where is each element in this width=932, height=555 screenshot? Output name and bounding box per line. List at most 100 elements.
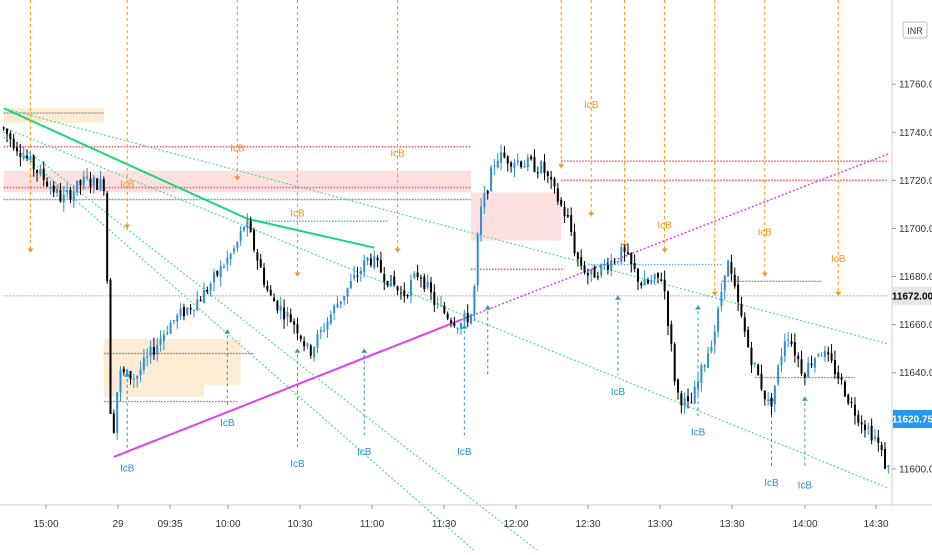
candle-body[interactable]: [419, 277, 422, 279]
candle-body[interactable]: [473, 286, 476, 314]
candle-body[interactable]: [182, 307, 185, 317]
candle-body[interactable]: [753, 362, 756, 364]
candle-body[interactable]: [169, 322, 172, 334]
candle-body[interactable]: [316, 333, 319, 348]
candle-body[interactable]: [239, 230, 242, 241]
candle-body[interactable]: [526, 157, 529, 168]
candle-body[interactable]: [596, 276, 599, 278]
candle-body[interactable]: [857, 414, 860, 423]
icb-bottom-label-4[interactable]: IcB: [457, 447, 472, 458]
candle-body[interactable]: [693, 386, 696, 404]
candle-body[interactable]: [343, 295, 346, 301]
candle-body[interactable]: [226, 257, 229, 265]
candle-body[interactable]: [650, 279, 653, 284]
candle-body[interactable]: [273, 297, 276, 302]
candle-body[interactable]: [62, 194, 65, 203]
candle-body[interactable]: [136, 376, 139, 379]
candle-body[interactable]: [560, 199, 563, 206]
candle-body[interactable]: [363, 260, 366, 273]
candle-body[interactable]: [580, 257, 583, 266]
candle-body[interactable]: [653, 274, 656, 280]
candle-body[interactable]: [626, 252, 629, 255]
candle-body[interactable]: [283, 307, 286, 320]
candle-body[interactable]: [386, 280, 389, 286]
candle-body[interactable]: [673, 344, 676, 382]
candle-body[interactable]: [89, 178, 92, 187]
candle-body[interactable]: [356, 275, 359, 277]
candle-body[interactable]: [416, 272, 419, 278]
candle-body[interactable]: [546, 171, 549, 176]
candle-body[interactable]: [493, 165, 496, 167]
candle-body[interactable]: [202, 290, 205, 304]
candle-body[interactable]: [299, 335, 302, 340]
candle-body[interactable]: [807, 362, 810, 377]
candle-body[interactable]: [26, 155, 29, 159]
icb-bottom-label-0[interactable]: IcB: [120, 464, 135, 475]
candle-body[interactable]: [743, 317, 746, 332]
candle-body[interactable]: [850, 402, 853, 404]
candle-body[interactable]: [833, 360, 836, 375]
candle-body[interactable]: [276, 300, 279, 311]
candle-body[interactable]: [162, 334, 165, 341]
candle-body[interactable]: [466, 312, 469, 323]
candle-body[interactable]: [670, 324, 673, 345]
candle-body[interactable]: [42, 168, 45, 180]
candle-body[interactable]: [810, 363, 813, 366]
candle-body[interactable]: [883, 448, 886, 469]
icb-bottom-label-3[interactable]: IcB: [357, 447, 372, 458]
candle-body[interactable]: [767, 399, 770, 401]
candle-body[interactable]: [52, 185, 55, 193]
candle-body[interactable]: [593, 266, 596, 278]
candle-body[interactable]: [6, 128, 9, 134]
candle-body[interactable]: [446, 313, 449, 319]
candle-body[interactable]: [16, 147, 19, 152]
icb-top-label-11[interactable]: IcB: [831, 254, 846, 265]
candle-body[interactable]: [172, 320, 175, 322]
candle-body[interactable]: [563, 207, 566, 217]
candle-body[interactable]: [633, 263, 636, 269]
candle-body[interactable]: [263, 267, 266, 285]
candle-body[interactable]: [703, 365, 706, 368]
icb-top-label-8[interactable]: IcB: [657, 220, 672, 231]
candle-body[interactable]: [780, 356, 783, 366]
candle-body[interactable]: [847, 394, 850, 404]
candle-body[interactable]: [56, 188, 59, 193]
candle-body[interactable]: [236, 242, 239, 249]
candle-body[interactable]: [429, 282, 432, 293]
candle-body[interactable]: [9, 133, 12, 140]
candle-body[interactable]: [369, 258, 372, 266]
candle-body[interactable]: [570, 215, 573, 232]
candle-body[interactable]: [720, 292, 723, 307]
candle-body[interactable]: [803, 373, 806, 378]
icb-top-label-4[interactable]: IcB: [390, 148, 405, 159]
candle-body[interactable]: [553, 178, 556, 187]
candle-body[interactable]: [152, 346, 155, 355]
candle-body[interactable]: [877, 437, 880, 443]
candle-body[interactable]: [520, 161, 523, 168]
candle-body[interactable]: [787, 339, 790, 341]
candle-body[interactable]: [72, 191, 75, 201]
candle-body[interactable]: [433, 292, 436, 305]
candle-body[interactable]: [837, 372, 840, 379]
candle-body[interactable]: [697, 381, 700, 390]
candle-body[interactable]: [636, 268, 639, 282]
candle-body[interactable]: [827, 352, 830, 355]
candle-body[interactable]: [116, 392, 119, 433]
candle-body[interactable]: [219, 266, 222, 278]
candle-body[interactable]: [486, 190, 489, 194]
icb-top-label-2[interactable]: IcB: [230, 144, 245, 155]
icb-bottom-label-9[interactable]: IcB: [798, 481, 813, 492]
candle-body[interactable]: [439, 305, 442, 307]
candle-body[interactable]: [146, 356, 149, 358]
candle-body[interactable]: [663, 279, 666, 292]
candle-body[interactable]: [727, 260, 730, 277]
icb-top-label-6[interactable]: IcB: [584, 100, 599, 111]
candle-body[interactable]: [506, 156, 509, 164]
trend-line-6[interactable]: [3, 136, 505, 555]
candle-body[interactable]: [106, 193, 109, 282]
candle-body[interactable]: [643, 279, 646, 286]
candle-body[interactable]: [660, 279, 663, 281]
candle-body[interactable]: [677, 379, 680, 393]
candle-body[interactable]: [463, 313, 466, 322]
